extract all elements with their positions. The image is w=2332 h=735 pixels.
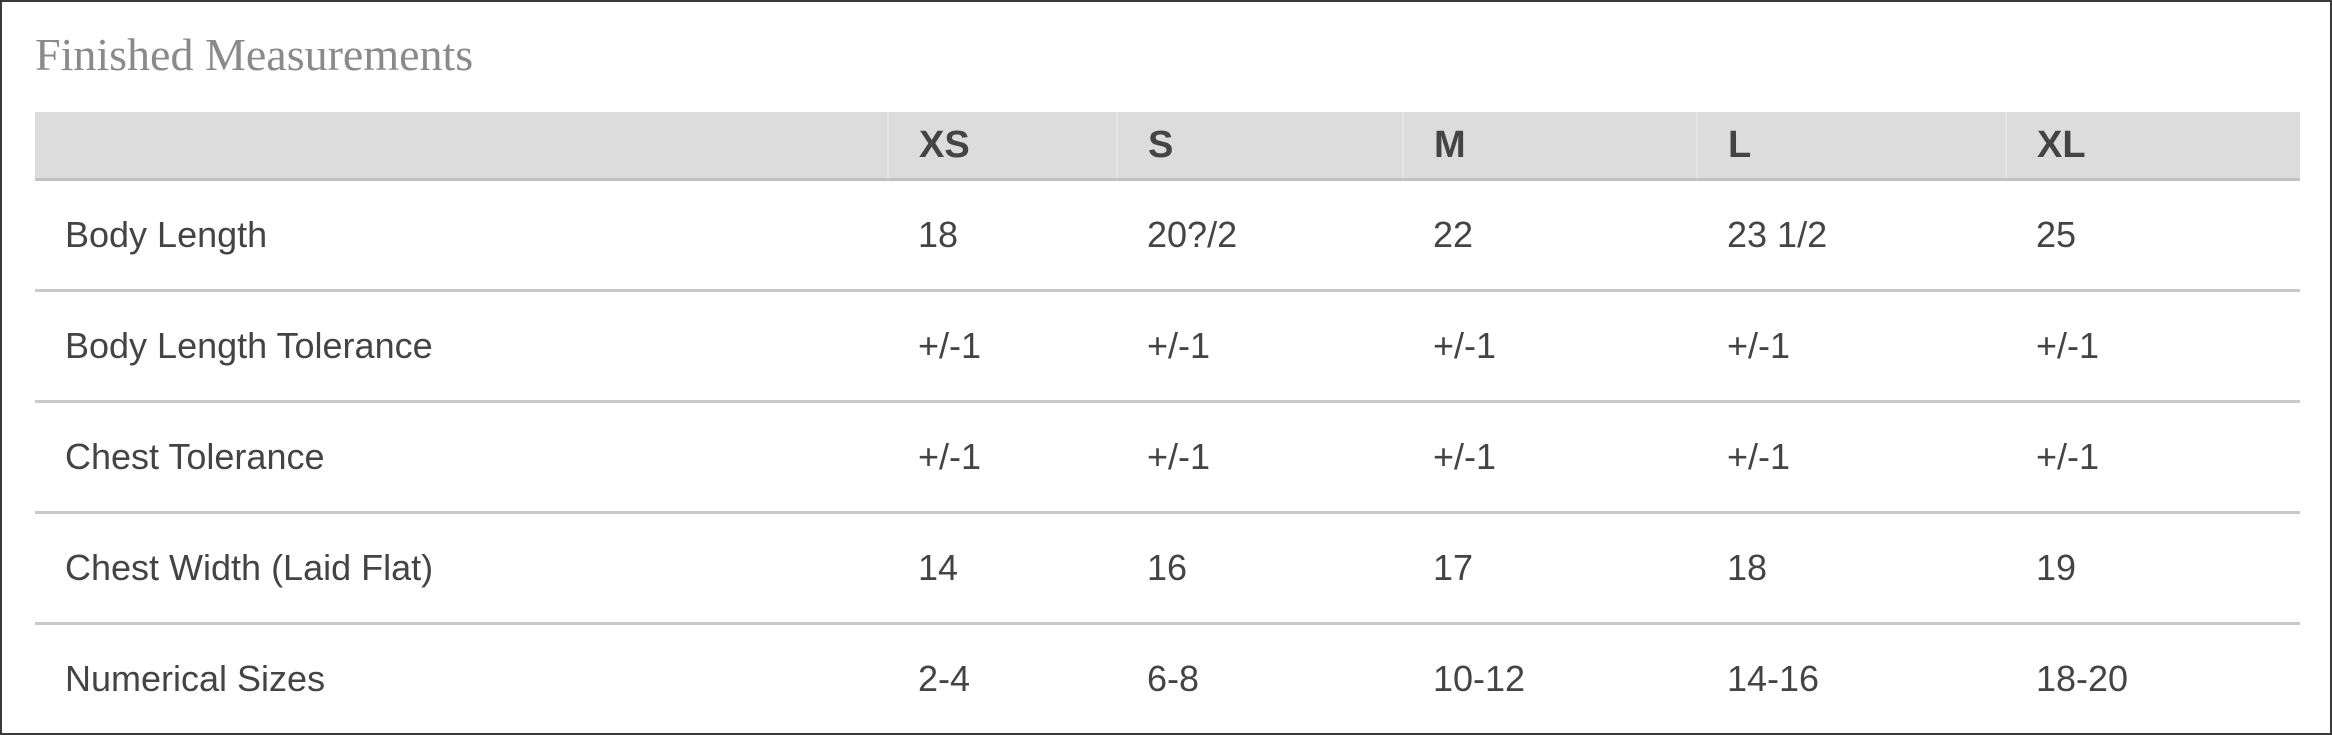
cell-value: 2-4 — [918, 658, 971, 699]
header-cell-label — [35, 112, 888, 181]
header-cell-l: L — [1696, 112, 2006, 181]
cell-value: 14 — [888, 512, 1117, 625]
cell-value: +/-1 — [1117, 290, 1403, 403]
table-row: Body Length 18 20?/2 22 23 1/2 25 — [35, 179, 2300, 292]
header-row: XS S M L XL — [35, 112, 2300, 181]
cell-value: 16 — [1117, 512, 1403, 625]
cell-value: 6-8 — [1147, 658, 1200, 699]
row-label: Numerical Sizes — [65, 658, 326, 699]
header-cell-xl: XL — [2005, 112, 2300, 181]
cell-value: 18 — [888, 179, 1117, 292]
cell-value: +/-1 — [888, 401, 1117, 514]
cell-value: +/-1 — [1697, 401, 2006, 514]
header-cell-xs: XS — [887, 112, 1117, 181]
table-row: Body Length Tolerance +/-1 +/-1 +/-1 +/-1 +/-… — [35, 290, 2300, 403]
cell-value: 18-20 — [2036, 658, 2129, 699]
row-label: Chest Tolerance — [35, 401, 888, 514]
cell-value: 19 — [2006, 512, 2300, 625]
cell-value: 10-12 — [1433, 658, 1526, 699]
cell-value: +/-1 — [2006, 401, 2300, 514]
cell-value: 25 — [2006, 179, 2300, 292]
cell-value: +/-1 — [1697, 290, 2006, 403]
cell-value: 18 — [1697, 512, 2006, 625]
header-cell-m: M — [1402, 112, 1697, 181]
cell-value: 20?/2 — [1117, 179, 1403, 292]
cell-value: +/-1 — [2006, 290, 2300, 403]
row-label: Chest Width (Laid Flat) — [35, 512, 888, 625]
cell-value: 14-16 — [1727, 658, 1820, 699]
table-row: Numerical Sizes 2-4 6-8 10-12 14-16 18-20 — [35, 624, 2300, 734]
cell-value: +/-1 — [1117, 401, 1403, 514]
table-row: Chest Tolerance +/-1 +/-1 +/-1 +/-1 +/-1 — [35, 401, 2300, 514]
cell-value: +/-1 — [888, 290, 1117, 403]
row-label: Body Length — [35, 179, 888, 292]
cell-value: +/-1 — [1403, 401, 1697, 514]
section-title: Finished Measurements — [35, 29, 474, 80]
row-label: Body Length Tolerance — [35, 290, 888, 403]
header-cell-s: S — [1116, 112, 1403, 181]
cell-value: +/-1 — [1403, 290, 1697, 403]
size-chart-table: XS S M L XL Body Length 18 20?/2 22 23 1/2 25… — [35, 112, 2300, 733]
table-row: Chest Width (Laid Flat) 14 16 17 18 19 — [35, 512, 2300, 625]
cell-value: 22 — [1403, 179, 1697, 292]
cell-value: 17 — [1403, 512, 1697, 625]
cell-value: 23 1/2 — [1697, 179, 2006, 292]
